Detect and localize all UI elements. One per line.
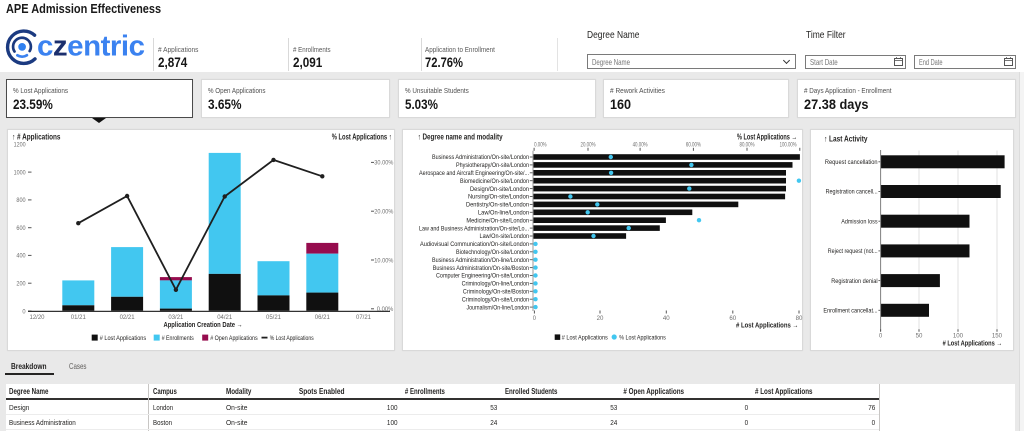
svg-text:Criminology/On-line/London: Criminology/On-line/London — [462, 281, 530, 288]
svg-text:60.00%: 60.00% — [686, 142, 701, 149]
svg-text:06/21: 06/21 — [315, 314, 330, 321]
svg-text:05/21: 05/21 — [266, 314, 281, 321]
svg-text:Law/On-line/London: Law/On-line/London — [478, 210, 530, 217]
svg-text:Design/On-site/London: Design/On-site/London — [470, 186, 530, 193]
svg-text:↑ Last Activity: ↑ Last Activity — [824, 134, 868, 143]
svg-text:Computer Engineering/On-site/L: Computer Engineering/On-site/London — [436, 273, 529, 280]
svg-text:20.00%: 20.00% — [581, 142, 596, 149]
svg-text:Application Creation Date →: Application Creation Date → — [164, 320, 243, 329]
svg-text:07/21: 07/21 — [356, 314, 371, 321]
svg-text:↑ # Applications: ↑ # Applications — [12, 132, 61, 141]
svg-text:60: 60 — [729, 315, 736, 322]
svg-text:Enrollment cancellat...: Enrollment cancellat... — [823, 308, 877, 315]
svg-text:40: 40 — [663, 315, 670, 322]
svg-text:% Lost Applications: % Lost Applications — [270, 335, 315, 342]
svg-text:150: 150 — [992, 332, 1003, 339]
svg-text:800: 800 — [16, 197, 26, 204]
svg-text:Business Administration/On-sit: Business Administration/On-site/Boston — [433, 265, 530, 272]
svg-text:03/21: 03/21 — [168, 314, 183, 321]
svg-text:600: 600 — [16, 225, 26, 232]
svg-text:% Lost Applications: % Lost Applications — [619, 334, 666, 341]
svg-text:Physiotherapy/On-site/London: Physiotherapy/On-site/London — [456, 162, 529, 169]
svg-text:80: 80 — [796, 315, 803, 322]
svg-text:10.00%: 10.00% — [374, 257, 393, 264]
svg-text:Business Administration/On-lin: Business Administration/On-line/London — [432, 257, 529, 264]
svg-text:Admission loss: Admission loss — [841, 218, 877, 225]
svg-text:% Lost Applications →: % Lost Applications → — [737, 132, 797, 141]
svg-text:0: 0 — [22, 308, 26, 315]
svg-text:0.00%: 0.00% — [534, 142, 547, 149]
svg-text:Criminology/On-site/Boston: Criminology/On-site/Boston — [463, 289, 530, 296]
svg-text:↑ Degree name and modality: ↑ Degree name and modality — [418, 132, 503, 141]
svg-text:0.00%: 0.00% — [377, 306, 394, 313]
svg-text:Medicine/On-site/London: Medicine/On-site/London — [466, 217, 529, 224]
svg-text:0: 0 — [533, 315, 537, 322]
svg-text:Law/On-site/London: Law/On-site/London — [480, 233, 530, 240]
svg-text:80.00%: 80.00% — [740, 142, 755, 149]
svg-text:# Lost Applications →: # Lost Applications → — [943, 339, 1002, 348]
svg-text:20: 20 — [597, 315, 604, 322]
svg-text:Audiovisual Communication/On-s: Audiovisual Communication/On-site/London — [420, 241, 529, 248]
svg-text:0: 0 — [879, 332, 883, 339]
svg-text:Registration denial: Registration denial — [831, 278, 877, 285]
svg-text:Business Administration/On-sit: Business Administration/On-site/London — [432, 154, 529, 161]
svg-text:Request cancellation: Request cancellation — [825, 159, 878, 166]
svg-text:# Enrollments: # Enrollments — [162, 335, 195, 342]
svg-text:04/21: 04/21 — [217, 314, 232, 321]
svg-text:% Lost Applications ↑: % Lost Applications ↑ — [332, 132, 392, 141]
svg-text:1200: 1200 — [14, 142, 26, 149]
svg-text:# Lost Applications →: # Lost Applications → — [736, 321, 798, 330]
svg-text:Registration cancell...: Registration cancell... — [826, 189, 878, 196]
svg-text:30.00%: 30.00% — [374, 160, 393, 167]
svg-text:Nursing/On-site/London: Nursing/On-site/London — [468, 194, 530, 201]
svg-text:100: 100 — [953, 332, 964, 339]
svg-text:01/21: 01/21 — [71, 314, 86, 321]
svg-text:02/21: 02/21 — [120, 314, 135, 321]
svg-text:Dentistry/On-site/London: Dentistry/On-site/London — [466, 202, 530, 209]
svg-text:# Lost Applications: # Lost Applications — [100, 335, 147, 342]
svg-text:100.00%: 100.00% — [780, 142, 797, 149]
svg-text:Biotechnology/On-site/London: Biotechnology/On-site/London — [456, 249, 529, 256]
svg-text:Biomedicine/On-site/London: Biomedicine/On-site/London — [460, 178, 529, 185]
svg-text:40.00%: 40.00% — [633, 142, 648, 149]
svg-text:Journalism/On-line/London: Journalism/On-line/London — [467, 304, 530, 311]
svg-text:400: 400 — [16, 253, 26, 260]
svg-text:Reject request (not...: Reject request (not... — [828, 248, 878, 255]
svg-text:# Lost Applications: # Lost Applications — [562, 334, 609, 341]
svg-text:Law and Business Administratio: Law and Business Administration/On-site/… — [419, 225, 529, 232]
svg-text:20.00%: 20.00% — [374, 209, 393, 216]
svg-text:Aerospace and Aircraft Enginee: Aerospace and Aircraft Engineering/On-si… — [419, 170, 529, 177]
svg-text:czentric: czentric — [37, 31, 145, 63]
svg-text:# Open Applications: # Open Applications — [210, 335, 258, 342]
svg-text:Criminology/On-site/London: Criminology/On-site/London — [462, 296, 530, 303]
svg-text:12/20: 12/20 — [30, 314, 45, 321]
svg-text:200: 200 — [16, 281, 26, 288]
svg-text:50: 50 — [916, 332, 923, 339]
svg-text:1000: 1000 — [14, 169, 26, 176]
